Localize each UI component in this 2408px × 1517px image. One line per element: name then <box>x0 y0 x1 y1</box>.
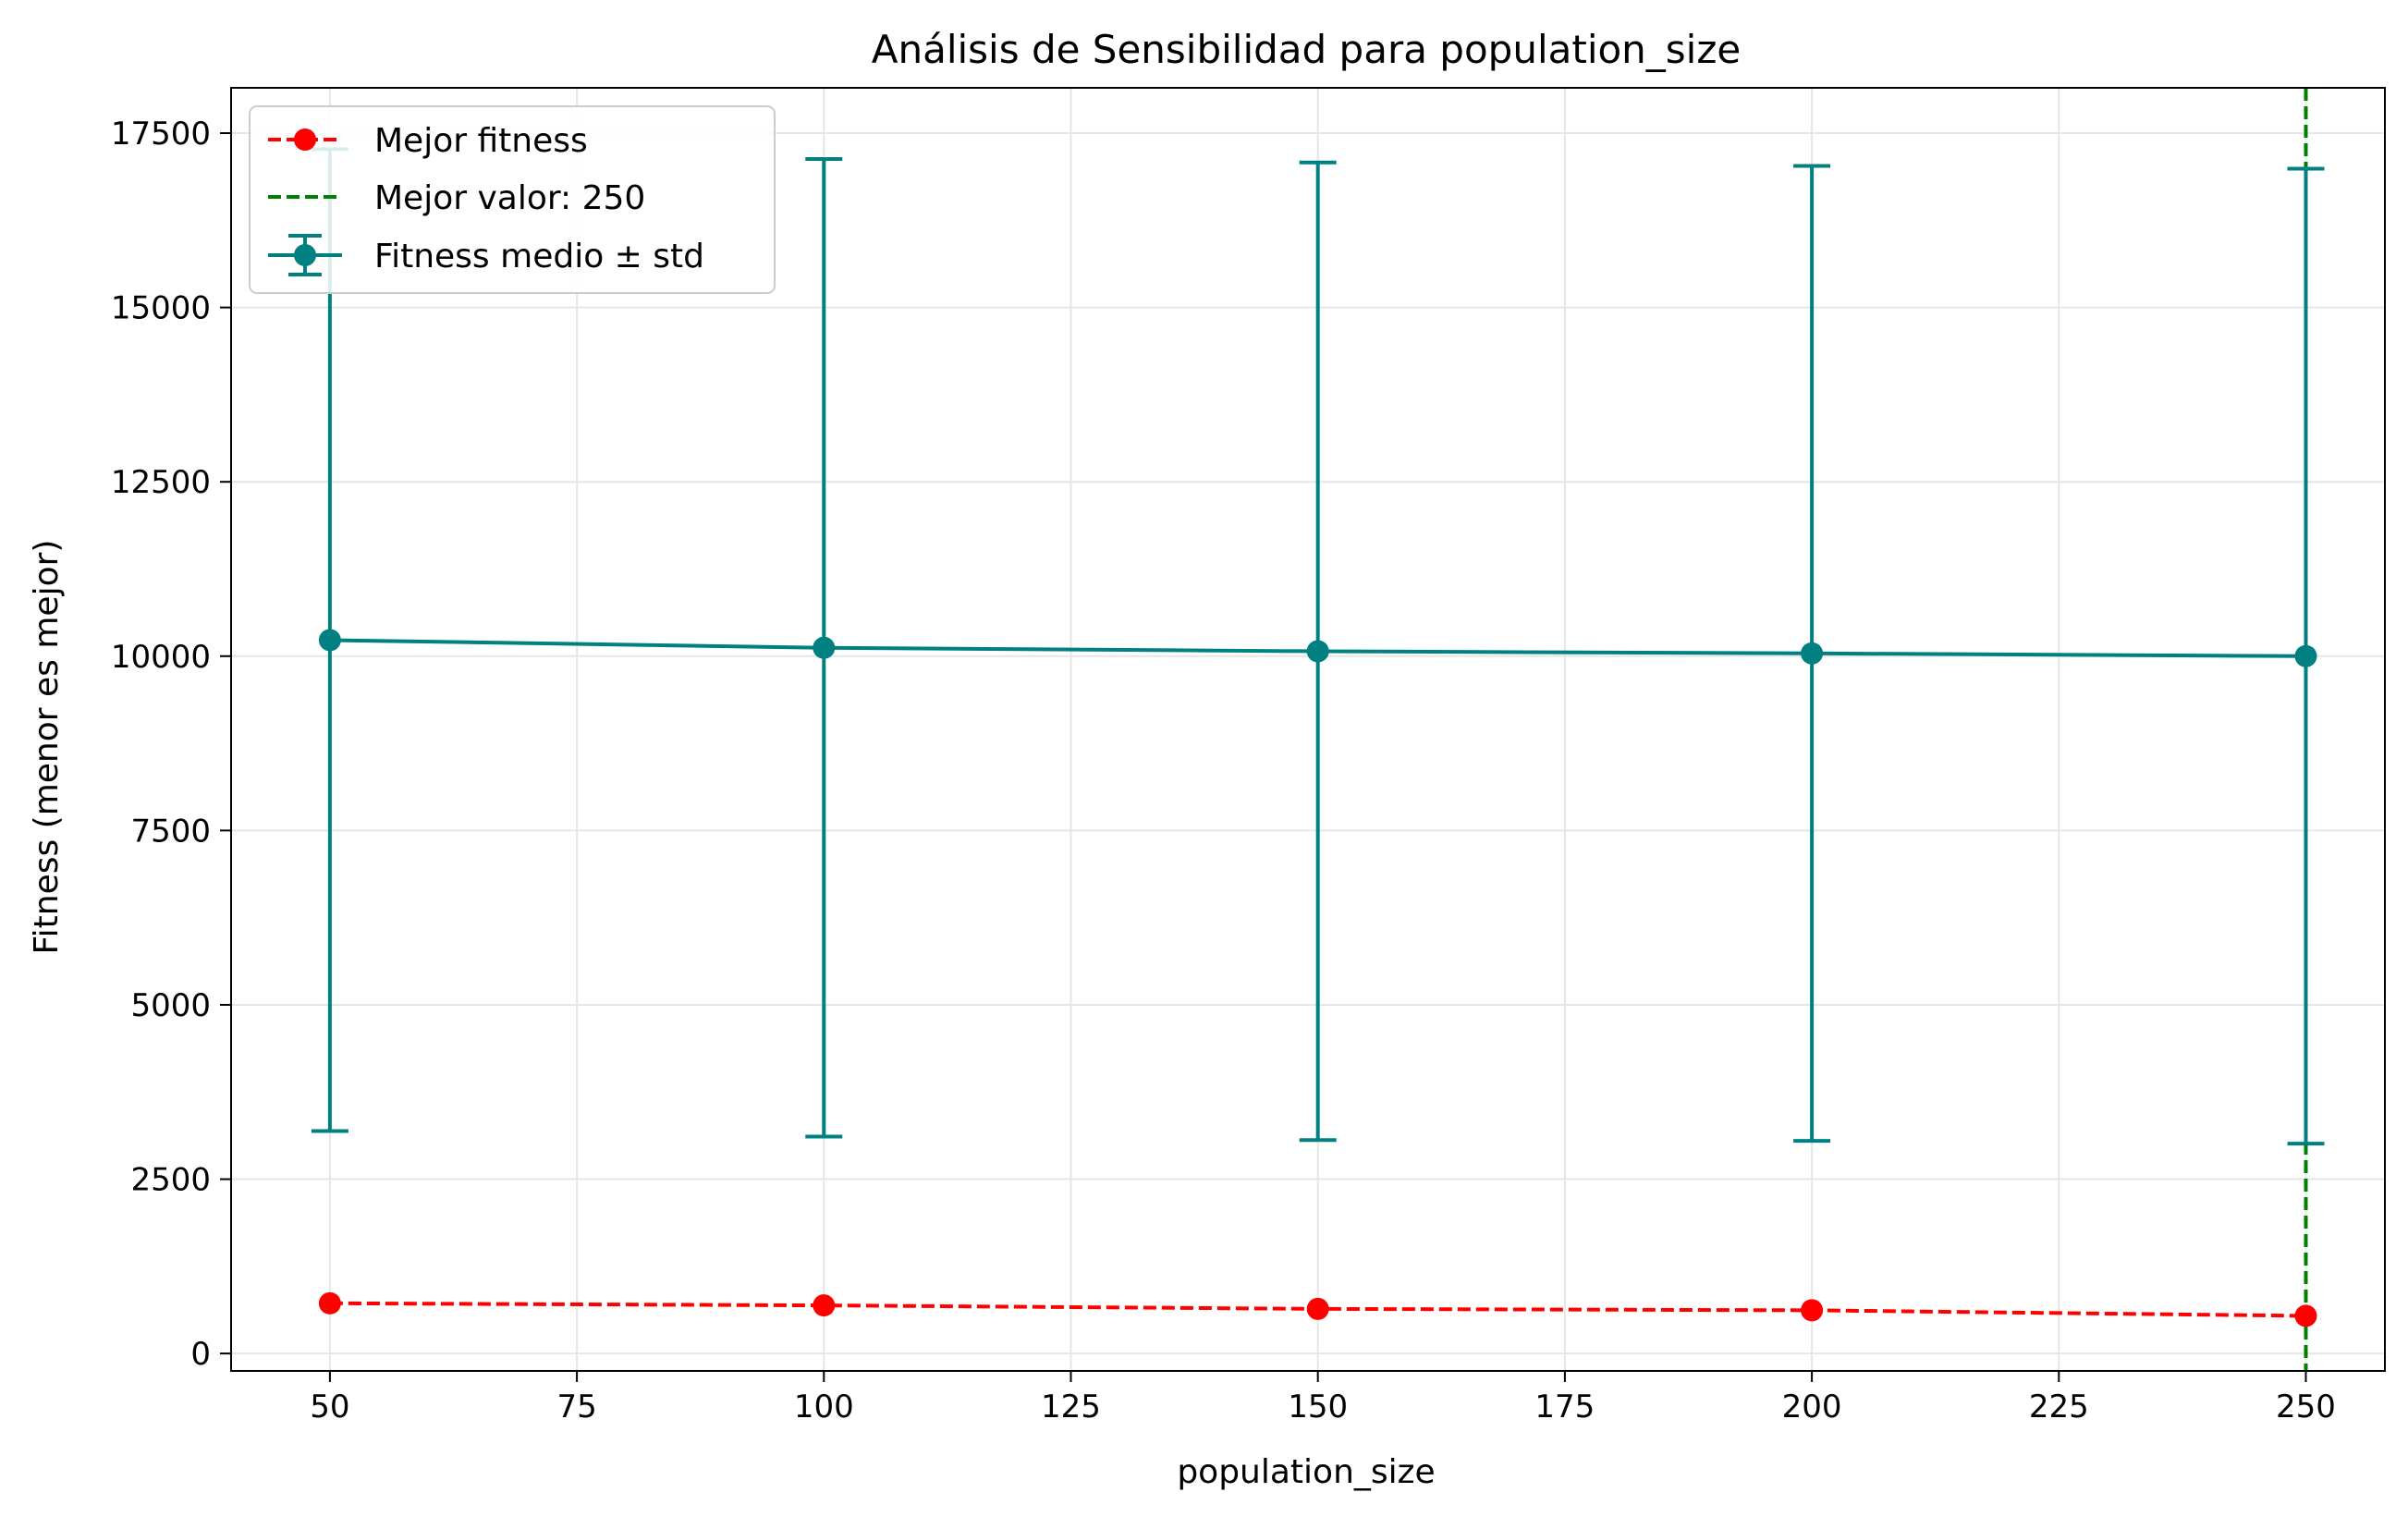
y-tick-label: 5000 <box>130 987 211 1024</box>
best-fitness-point <box>2294 1304 2317 1327</box>
mean-fitness-point <box>1801 642 1824 665</box>
legend-best-label: Mejor fitness <box>374 122 588 160</box>
x-axis-label: population_size <box>1177 1453 1435 1491</box>
mean-fitness-point <box>2294 644 2317 667</box>
mean-fitness-point <box>1306 640 1329 663</box>
y-tick-label: 0 <box>190 1336 211 1373</box>
x-tick-label: 200 <box>1782 1389 1842 1425</box>
x-tick-label: 50 <box>310 1389 349 1425</box>
x-tick-label: 125 <box>1041 1389 1101 1425</box>
mean-fitness-point <box>813 636 836 659</box>
legend-mean-swatch-marker <box>294 244 316 266</box>
x-tick-label: 75 <box>556 1389 596 1425</box>
legend-best-swatch-marker <box>294 128 316 151</box>
y-tick-label: 7500 <box>130 813 211 850</box>
plot-frame <box>230 87 2386 1372</box>
best-fitness-point <box>1306 1297 1329 1320</box>
tick-layer: 50 75 100 125 150 175 200 225 250025005000750010… <box>111 116 2336 1425</box>
y-tick-label: 10000 <box>111 639 211 676</box>
y-tick-label: 17500 <box>111 116 211 153</box>
best-fitness-point <box>318 1291 341 1315</box>
best-fitness-point <box>1801 1299 1824 1322</box>
y-tick-label: 12500 <box>111 464 211 501</box>
legend-box <box>249 105 776 294</box>
y-tick-label: 2500 <box>130 1162 211 1199</box>
chart-title: Análisis de Sensibilidad para population… <box>872 27 1742 72</box>
legend: Mejor fitness Mejor valor: 250 Fitness med… <box>249 105 776 294</box>
x-tick-label: 225 <box>2029 1389 2089 1425</box>
mean-fitness-point <box>318 629 341 652</box>
legend-reference-label: Mejor valor: 250 <box>374 179 645 217</box>
best-fitness-point <box>813 1294 836 1317</box>
x-tick-label: 100 <box>794 1389 854 1425</box>
series-layer <box>311 147 2325 1327</box>
x-tick-label: 250 <box>2276 1389 2336 1425</box>
x-tick-label: 150 <box>1288 1389 1348 1425</box>
y-tick-label: 15000 <box>111 290 211 327</box>
y-axis-label: Fitness (menor es mejor) <box>28 540 66 955</box>
legend-mean-label: Fitness medio ± std <box>374 238 704 275</box>
x-tick-label: 175 <box>1534 1389 1595 1425</box>
